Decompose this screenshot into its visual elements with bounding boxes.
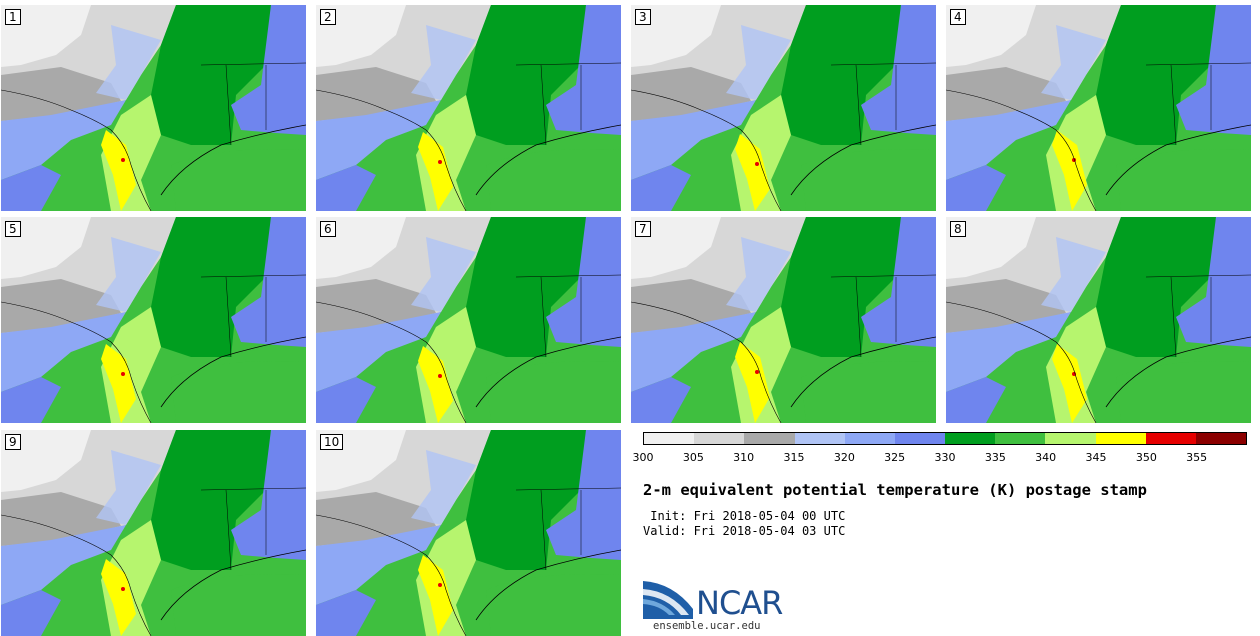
postage-stamp-panel: 8 — [946, 217, 1251, 423]
colorbar-bin — [1145, 433, 1196, 444]
panel-label: 6 — [320, 221, 336, 237]
colorbar-tick-label: 335 — [984, 451, 1006, 464]
panel-label: 4 — [950, 9, 966, 25]
colorbar-tick-label: 300 — [632, 451, 654, 464]
colorbar-tick-label: 350 — [1135, 451, 1157, 464]
panel-label: 2 — [320, 9, 336, 25]
postage-stamp-panel: 6 — [316, 217, 621, 423]
member-map — [316, 5, 621, 211]
postage-stamp-panel: 2 — [316, 5, 621, 211]
colorbar — [643, 432, 1247, 445]
colorbar-tick-label: 325 — [884, 451, 906, 464]
postage-stamp-panel: 9 — [1, 430, 306, 636]
colorbar-bin — [945, 433, 996, 444]
colorbar-bin — [794, 433, 845, 444]
panel-label: 10 — [320, 434, 344, 450]
colorbar-tick-label: 320 — [833, 451, 855, 464]
postage-stamp-panel: 3 — [631, 5, 936, 211]
chart-title: 2-m equivalent potential temperature (K)… — [643, 481, 1147, 499]
member-map — [316, 217, 621, 423]
postage-stamp-panel: 5 — [1, 217, 306, 423]
colorbar-bin — [844, 433, 895, 444]
postage-stamp-panel: 10 — [316, 430, 621, 636]
ncar-logo-text: NCAR — [696, 584, 783, 622]
colorbar-tick-label: 315 — [783, 451, 805, 464]
member-map — [316, 430, 621, 636]
member-map — [631, 5, 936, 211]
colorbar-bin — [995, 433, 1046, 444]
init-time: Init: Fri 2018-05-04 00 UTC — [643, 509, 846, 523]
postage-stamp-panel: 1 — [1, 5, 306, 211]
colorbar-tick-label: 355 — [1186, 451, 1208, 464]
colorbar-tick-label: 345 — [1085, 451, 1107, 464]
member-map — [946, 217, 1251, 423]
panel-label: 3 — [635, 9, 651, 25]
panel-label: 7 — [635, 221, 651, 237]
member-map — [631, 217, 936, 423]
panel-label: 8 — [950, 221, 966, 237]
colorbar-bin — [744, 433, 795, 444]
member-map — [1, 217, 306, 423]
colorbar-tick-label: 330 — [934, 451, 956, 464]
ncar-logo-icon — [643, 581, 693, 619]
colorbar-bin — [1195, 433, 1247, 444]
colorbar-bin — [694, 433, 745, 444]
colorbar-tick-label: 305 — [682, 451, 704, 464]
colorbar-bin — [644, 433, 695, 444]
panel-label: 1 — [5, 9, 21, 25]
postage-stamp-panel: 7 — [631, 217, 936, 423]
member-map — [1, 430, 306, 636]
colorbar-bin — [1095, 433, 1146, 444]
colorbar-tick-label: 310 — [733, 451, 755, 464]
member-map — [946, 5, 1251, 211]
panel-label: 9 — [5, 434, 21, 450]
colorbar-bin — [1045, 433, 1096, 444]
colorbar-bin — [894, 433, 946, 444]
member-map — [1, 5, 306, 211]
postage-stamp-panel: 4 — [946, 5, 1251, 211]
logo-url: ensemble.ucar.edu — [653, 620, 761, 632]
colorbar-tick-label: 340 — [1035, 451, 1057, 464]
panel-label: 5 — [5, 221, 21, 237]
valid-time: Valid: Fri 2018-05-04 03 UTC — [643, 524, 846, 538]
